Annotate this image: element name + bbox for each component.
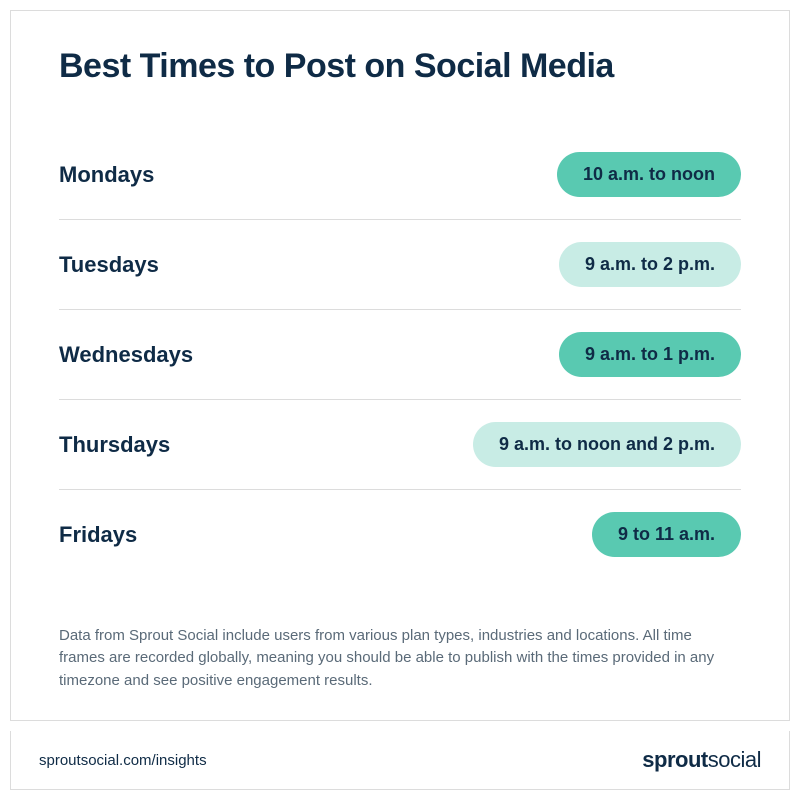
footer-bar: sproutsocial.com/insights sproutsocial [10,731,790,790]
footnote-text: Data from Sprout Social include users fr… [59,625,741,693]
schedule-row: Tuesdays 9 a.m. to 2 p.m. [59,220,741,310]
schedule-list: Mondays 10 a.m. to noon Tuesdays 9 a.m. to … [59,130,741,595]
infographic-card: Best Times to Post on Social Media Monda… [10,10,790,721]
brand-logo: sproutsocial [642,747,761,773]
time-pill: 9 to 11 a.m. [592,512,741,557]
time-pill: 9 a.m. to 1 p.m. [559,332,741,377]
day-label: Wednesdays [59,342,193,368]
time-pill: 9 a.m. to noon and 2 p.m. [473,422,741,467]
schedule-row: Thursdays 9 a.m. to noon and 2 p.m. [59,400,741,490]
day-label: Thursdays [59,432,170,458]
brand-suffix: social [708,747,761,772]
schedule-row: Mondays 10 a.m. to noon [59,130,741,220]
day-label: Mondays [59,162,154,188]
page-title: Best Times to Post on Social Media [59,47,741,86]
schedule-row: Wednesdays 9 a.m. to 1 p.m. [59,310,741,400]
time-pill: 9 a.m. to 2 p.m. [559,242,741,287]
schedule-row: Fridays 9 to 11 a.m. [59,490,741,579]
time-pill: 10 a.m. to noon [557,152,741,197]
brand-prefix: sprout [642,747,707,772]
day-label: Fridays [59,522,137,548]
footer-url: sproutsocial.com/insights [39,752,207,769]
day-label: Tuesdays [59,252,159,278]
